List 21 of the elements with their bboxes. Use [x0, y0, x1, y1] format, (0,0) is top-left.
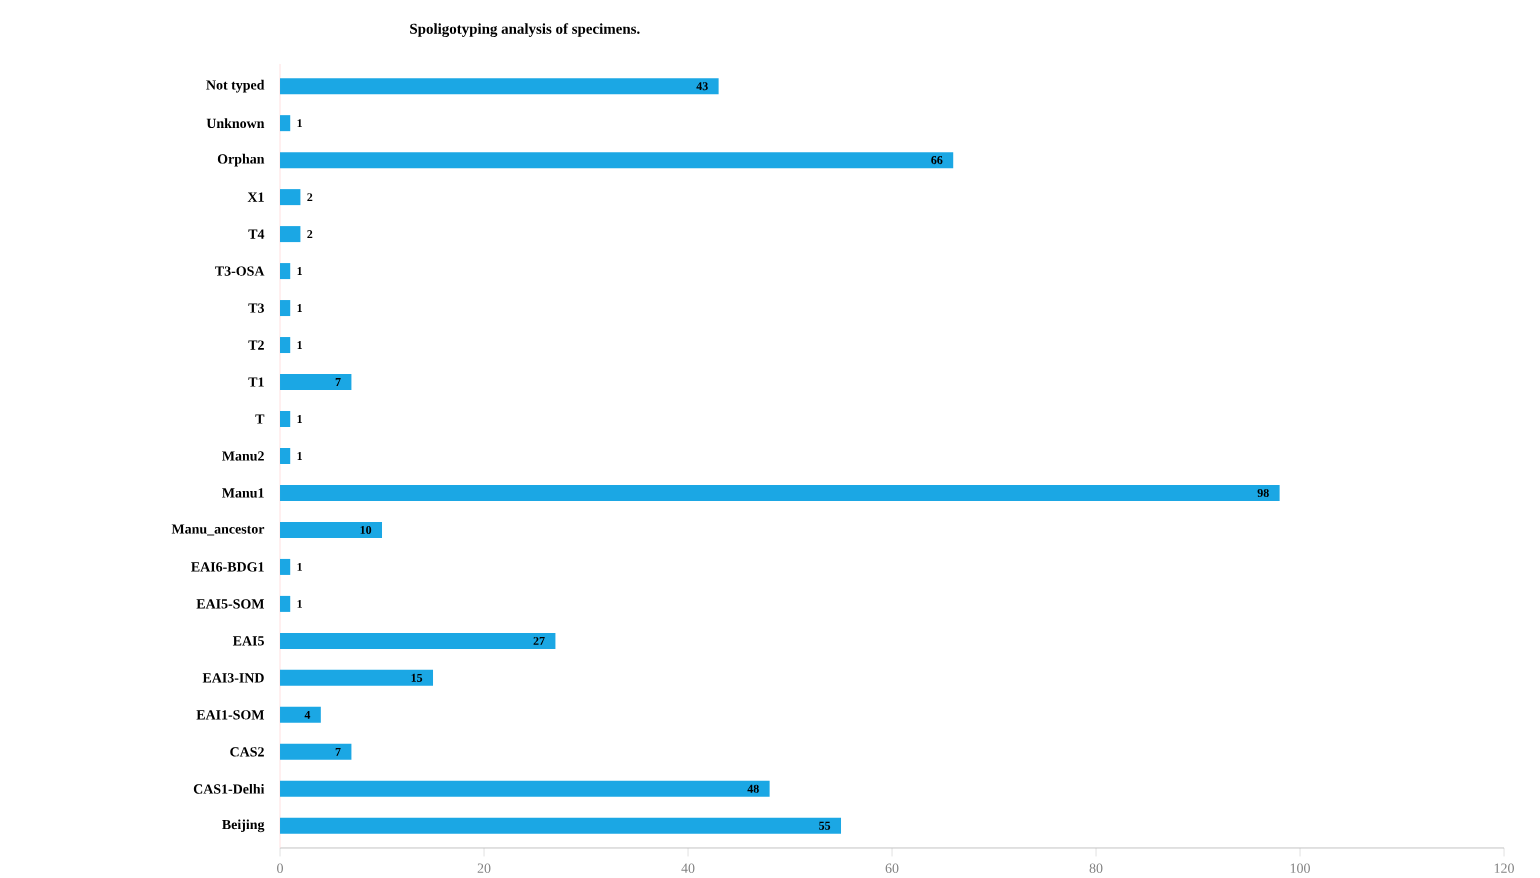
bar [280, 595, 291, 612]
bar [280, 447, 291, 464]
bar [280, 189, 301, 206]
bar [280, 410, 291, 427]
bar [280, 632, 556, 649]
bar [280, 263, 291, 280]
bar [280, 521, 383, 538]
bar [280, 152, 954, 169]
bar [280, 706, 321, 723]
bar [280, 558, 291, 575]
bar [280, 78, 719, 95]
bar [280, 669, 434, 686]
bar [280, 337, 291, 354]
bar [280, 484, 1280, 501]
bar [280, 226, 301, 243]
bar [280, 780, 770, 797]
bar [280, 300, 291, 317]
bar [280, 115, 291, 132]
bar [280, 374, 352, 391]
bar [280, 743, 352, 760]
bar [280, 817, 842, 834]
